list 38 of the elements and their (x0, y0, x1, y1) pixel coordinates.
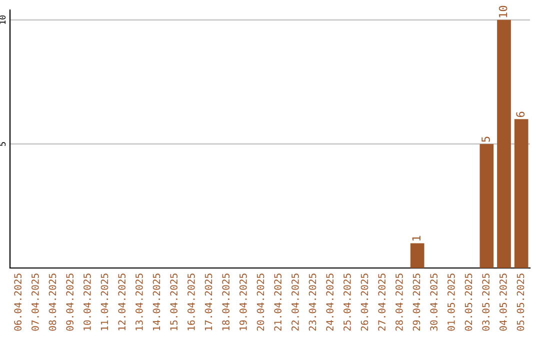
x-tick-label: 03.05.2025 (482, 274, 490, 331)
x-tick-label: 16.04.2025 (187, 274, 195, 330)
x-tick-label: 19.04.2025 (239, 274, 247, 330)
x-tick-label: 05.05.2025 (516, 274, 524, 331)
x-tick-label: 22.04.2025 (291, 274, 299, 331)
x-tick-label: 14.04.2025 (152, 274, 160, 330)
x-tick-label: 02.05.2025 (464, 274, 472, 331)
bar (410, 243, 424, 268)
x-tick-label: 23.04.2025 (308, 274, 316, 331)
data-label: 10 (498, 6, 508, 18)
x-tick-label: 09.04.2025 (66, 274, 74, 331)
x-tick-label: 25.04.2025 (343, 274, 351, 331)
x-tick-label: 30.04.2025 (430, 274, 438, 331)
x-tick-label: 15.04.2025 (170, 274, 178, 330)
x-tick-label: 08.04.2025 (48, 274, 56, 331)
data-label: 6 (516, 112, 525, 118)
x-tick-label: 26.04.2025 (360, 274, 368, 331)
x-tick-label: 11.04.2025 (100, 274, 108, 330)
x-tick-label: 01.05.2025 (447, 274, 455, 331)
x-tick-label: 04.05.2025 (499, 274, 507, 331)
bar (497, 20, 511, 268)
data-label: 5 (482, 136, 490, 142)
x-tick-label: 07.04.2025 (31, 274, 39, 331)
x-tick-label: 12.04.2025 (118, 274, 126, 330)
bar (480, 144, 494, 268)
x-tick-label: 27.04.2025 (378, 274, 386, 331)
data-label: 1 (412, 236, 420, 240)
x-tick-label: 13.04.2025 (135, 274, 143, 330)
x-tick-label: 29.04.2025 (412, 274, 420, 331)
x-tick-label: 20.04.2025 (256, 274, 264, 331)
x-tick-label: 17.04.2025 (204, 274, 212, 330)
x-tick-label: 24.04.2025 (326, 274, 334, 331)
x-tick-label: 18.04.2025 (222, 274, 230, 330)
x-tick-label: 10.04.2025 (83, 274, 91, 330)
x-tick-label: 21.04.2025 (274, 274, 282, 331)
bar (514, 119, 528, 268)
x-tick-label: 06.04.2025 (14, 274, 22, 331)
x-tick-label: 28.04.2025 (395, 274, 403, 331)
